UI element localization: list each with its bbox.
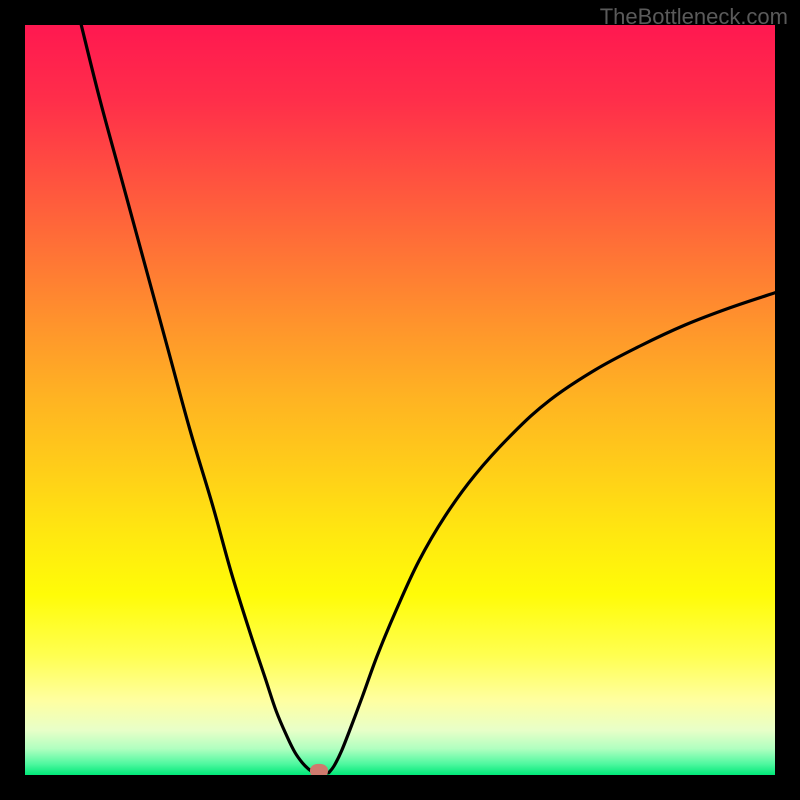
chart-container: TheBottleneck.com xyxy=(0,0,800,800)
watermark-text: TheBottleneck.com xyxy=(600,4,788,30)
plot-area xyxy=(25,25,775,775)
bottleneck-curve xyxy=(25,25,775,775)
optimal-point-marker xyxy=(310,763,328,775)
